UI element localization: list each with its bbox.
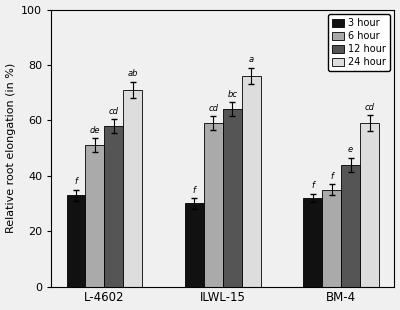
Bar [322, 190, 341, 286]
Text: de: de [90, 126, 100, 135]
Bar [185, 203, 204, 286]
Text: f: f [330, 172, 333, 181]
Text: f: f [193, 186, 196, 195]
Bar [66, 195, 86, 286]
Text: ab: ab [128, 69, 138, 78]
Legend: 3 hour, 6 hour, 12 hour, 24 hour: 3 hour, 6 hour, 12 hour, 24 hour [328, 15, 390, 71]
Text: cd: cd [208, 104, 218, 113]
Y-axis label: Relative root elongation (in %): Relative root elongation (in %) [6, 63, 16, 233]
Bar [123, 90, 142, 286]
Bar [242, 76, 261, 286]
Text: a: a [249, 55, 254, 64]
Bar [104, 126, 123, 286]
Bar [341, 165, 360, 286]
Text: bc: bc [227, 90, 237, 99]
Bar [303, 198, 322, 286]
Text: cd: cd [109, 107, 119, 116]
Text: cd: cd [364, 103, 374, 112]
Bar [86, 145, 104, 286]
Bar [204, 123, 223, 286]
Text: f: f [311, 181, 314, 190]
Bar [223, 109, 242, 286]
Text: f: f [74, 177, 78, 186]
Text: e: e [348, 145, 353, 154]
Bar [360, 123, 379, 286]
